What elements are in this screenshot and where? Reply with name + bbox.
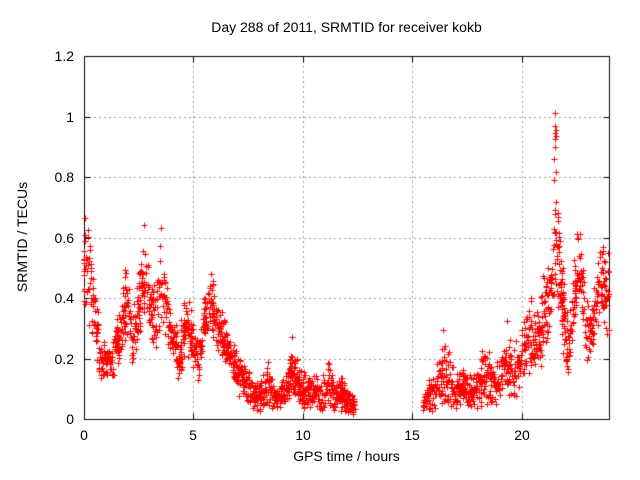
x-tick-label: 15 — [404, 427, 420, 443]
y-tick-label: 0.2 — [54, 351, 74, 367]
y-tick-label: 0.8 — [54, 169, 74, 185]
x-tick-label: 10 — [295, 427, 311, 443]
y-tick-label: 0 — [66, 411, 74, 427]
y-tick-label: 1.2 — [54, 48, 74, 64]
chart-title: Day 288 of 2011, SRMTID for receiver kok… — [211, 19, 482, 35]
y-tick-label: 1 — [66, 109, 74, 125]
x-axis-label: GPS time / hours — [293, 448, 400, 464]
x-tick-label: 0 — [80, 427, 88, 443]
y-tick-label: 0.6 — [54, 230, 74, 246]
x-tick-label: 20 — [514, 427, 530, 443]
y-tick-label: 0.4 — [54, 290, 74, 306]
x-tick-label: 5 — [189, 427, 197, 443]
